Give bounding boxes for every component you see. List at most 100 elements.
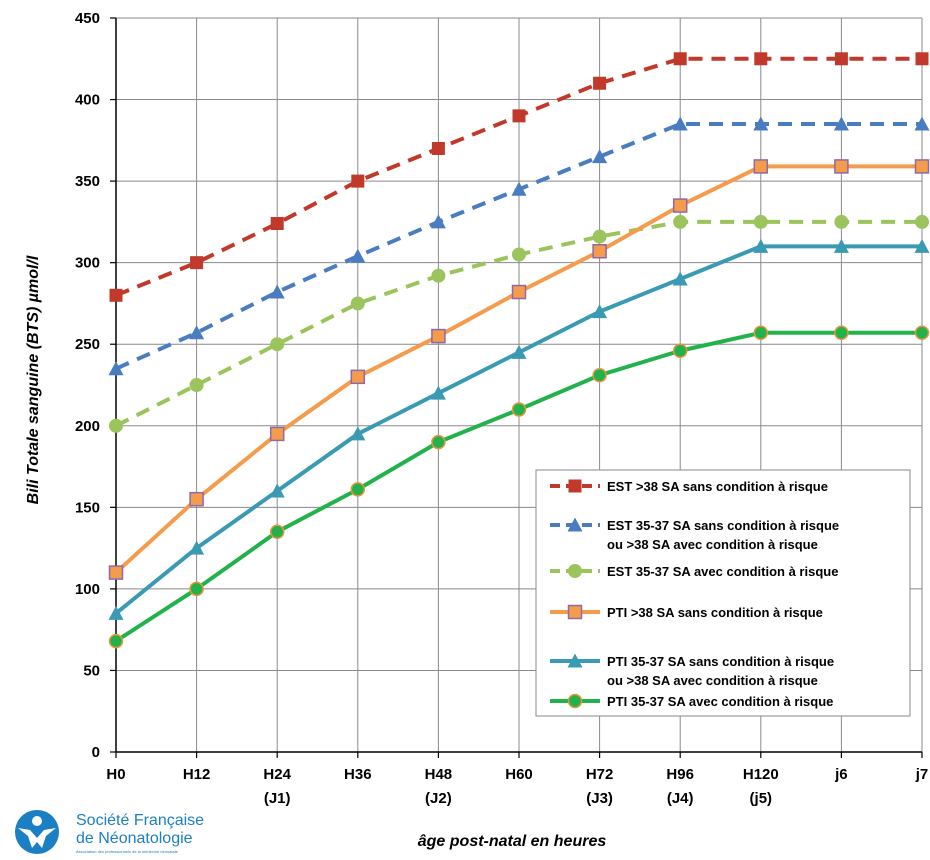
x-tick-sublabel: (J1) [264,790,291,807]
series-5-point [592,304,608,319]
series-5-point [753,238,769,253]
series-2-point [672,116,688,131]
legend-label-6: PTI 35-37 SA avec condition à risque [607,694,833,709]
x-tick-labels: H0 H12 H24 (J1) H36 H48 (J2) H60 H72 (J3) H96 (J4) H… [106,766,928,807]
x-tick-label: H60 [505,766,533,783]
sfn-logo: Société Française de Néonatologie Associ… [6,808,266,856]
series-2-point [914,116,930,131]
x-tick-label: H120 [743,766,779,783]
y-tick-labels: 0 50 100 150 200 250 300 350 400 450 [75,10,100,761]
axes [110,17,923,758]
series-3-point [109,418,123,433]
legend-label-3: EST 35-37 SA avec condition à risque [607,564,838,579]
x-tick-label: H72 [586,766,614,783]
x-axis-title: âge post-natal en heures [418,833,607,850]
x-tick-label: H12 [183,766,211,783]
y-tick-label: 0 [92,744,100,761]
series-6-point [511,402,527,417]
x-tick-label: H48 [425,766,453,783]
legend-swatch-marker-5 [567,653,583,668]
series-2-point [269,284,285,299]
series-1-point [109,288,123,302]
legend: EST >38 SA sans condition à risque EST 35… [535,469,911,717]
series-5-point [269,483,285,498]
series-2-point [108,361,124,376]
series-4-point [592,243,607,259]
series-6-point [350,482,366,497]
x-tick-label: j7 [915,766,929,783]
series-2-point [511,181,527,196]
series-1-point [673,52,687,66]
series-5-point [189,540,205,555]
y-tick-label: 200 [75,418,100,435]
series-6-point [753,325,769,341]
series-1-point [834,52,848,66]
series-6-point [672,343,688,358]
x-tick-label: H24 [263,766,291,783]
series-1-point [431,141,445,155]
series-4-point [108,565,124,580]
series-5-point [914,238,930,253]
series-6-point [592,367,607,383]
legend-swatch-marker-1 [568,479,582,493]
y-tick-label: 300 [75,255,100,272]
series-2-point [833,116,849,131]
x-tick-label: H0 [106,766,125,783]
series-1-point [351,174,365,188]
x-tick-sublabel: (J3) [586,790,613,807]
series-4-point [914,159,930,174]
x-tick-sublabel: (j5) [750,790,773,807]
series-3-point [189,378,204,392]
legend-swatch-marker-2 [567,517,583,532]
series-1-point [754,52,768,66]
series-4-point [672,198,688,213]
y-axis-title: Bili Totale sanguine (BTS) µmol/l [25,255,42,504]
y-tick-label: 350 [75,173,100,190]
series-2-point [350,248,366,263]
legend-label-2: EST 35-37 SA sans condition à risque [607,518,839,533]
series-5-point [350,426,366,441]
logo-text-line2: de Néonatologie [76,830,193,847]
series-6-point [189,581,204,597]
legend-label-4: PTI >38 SA sans condition à risque [607,605,823,620]
x-tick-sublabel: (J2) [425,790,452,807]
series-1-point [190,256,204,270]
series-1-point [593,76,607,90]
series-4-point [431,328,446,344]
series-3-point [753,214,768,229]
y-tick-label: 100 [75,581,100,598]
series-5-point [672,271,688,286]
series-3-point [431,268,446,283]
series-5-point [833,238,849,253]
y-tick-label: 150 [75,499,100,516]
series-2-point [592,149,608,164]
logo-text-line1: Société Française [76,812,205,829]
x-tick-label: H36 [344,766,372,783]
logo-text-line3: Association des professionnels de la méd… [76,849,178,854]
series-6-point [269,524,285,540]
series-3-point [592,229,607,244]
gridlines [116,17,923,752]
x-tick-sublabel: (J4) [667,790,694,807]
legend-swatch-marker-6 [567,693,583,709]
y-tick-label: 400 [75,92,100,109]
legend-label-5: PTI 35-37 SA sans condition à risque [607,654,834,669]
series-2-point [753,116,769,131]
y-tick-label: 250 [75,336,100,353]
series-5-point [108,605,124,620]
series-markers [108,52,930,649]
legend-label-5-line2: ou >38 SA avec condition à risque [607,673,818,688]
series-3-point [270,337,285,352]
series-6-point [431,434,446,450]
series-1-point [915,52,929,66]
sfn-logo-mark [15,810,59,854]
series-1-point [270,217,284,231]
series-6-point [108,633,124,649]
series-2-point [189,325,205,340]
series-5-point [511,344,527,359]
y-tick-label: 450 [75,10,100,27]
series-4-point [753,159,769,174]
series-3-point [915,214,929,229]
legend-label-1: EST >38 SA sans condition à risque [607,479,828,494]
